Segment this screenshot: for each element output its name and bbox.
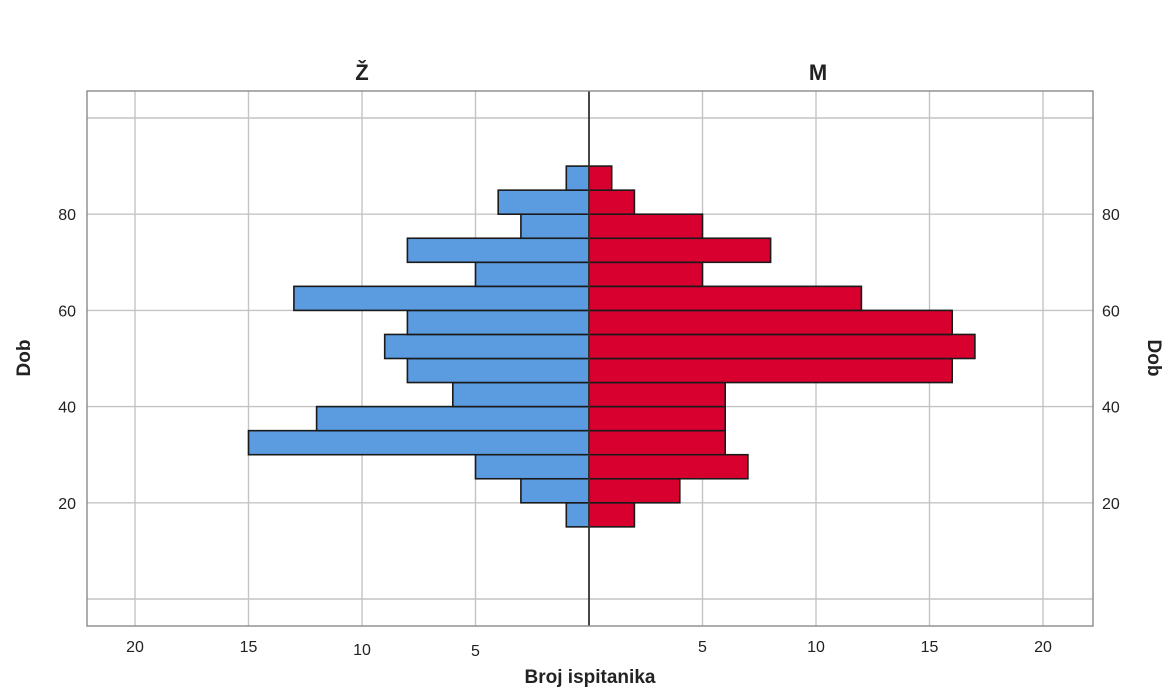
bar-female	[406, 309, 590, 336]
bar-female	[315, 405, 590, 432]
bar-male	[588, 165, 613, 191]
x-tick-label: 15	[921, 639, 939, 656]
bar-female	[247, 429, 590, 456]
bar-female	[451, 381, 590, 408]
y-tick-label-right: 20	[1102, 496, 1120, 513]
x-tick-label: 10	[353, 642, 371, 659]
bar-male	[588, 381, 726, 408]
bar-male	[588, 237, 772, 264]
x-tick-label: 10	[807, 639, 825, 656]
bar-male	[588, 285, 863, 312]
y-tick-label-right: 40	[1102, 400, 1120, 417]
bar-female	[406, 237, 590, 264]
y-tick-label-left: 20	[58, 496, 76, 513]
bar-male	[588, 309, 954, 336]
bar-male	[588, 213, 704, 240]
bar-male	[588, 357, 954, 384]
bar-female	[565, 501, 590, 528]
y-axis-label-left: Dob	[14, 340, 35, 377]
panel-label-male: M	[809, 60, 827, 85]
bar-female	[520, 477, 590, 504]
bar-male	[588, 429, 726, 456]
x-axis-label: Broj ispitanika	[525, 667, 656, 688]
x-tick-label: 5	[698, 639, 707, 656]
bar-female	[474, 261, 590, 288]
y-tick-label-right: 80	[1102, 207, 1120, 224]
bar-female	[383, 333, 590, 360]
bar-female	[497, 189, 590, 215]
x-tick-label: 5	[471, 643, 480, 660]
bars	[247, 165, 976, 528]
bar-male	[588, 189, 636, 215]
x-tick-label: 20	[126, 639, 144, 656]
bar-female	[293, 285, 590, 312]
panel-label-female: Ž	[355, 60, 368, 85]
plot-frame	[86, 90, 1094, 627]
y-axis-label-right: Dob	[1143, 340, 1164, 377]
y-tick-label-left: 80	[58, 207, 76, 224]
x-tick-label: 20	[1034, 639, 1052, 656]
y-tick-label-right: 60	[1102, 303, 1120, 320]
bar-female	[565, 165, 590, 191]
tick-labels: 20 20 40 40 60 60 80 80 20 15 10 5 5 10 15 20	[58, 207, 1120, 660]
bar-male	[588, 453, 749, 480]
bar-male	[588, 405, 726, 432]
y-tick-label-left: 60	[58, 303, 76, 320]
bar-female	[406, 357, 590, 384]
bar-male	[588, 333, 976, 360]
bar-male	[588, 477, 681, 504]
bar-male	[588, 501, 636, 528]
bar-female	[520, 213, 590, 240]
bar-male	[588, 261, 704, 288]
y-tick-label-left: 40	[58, 400, 76, 417]
bar-female	[474, 453, 590, 480]
x-tick-label: 15	[240, 639, 258, 656]
